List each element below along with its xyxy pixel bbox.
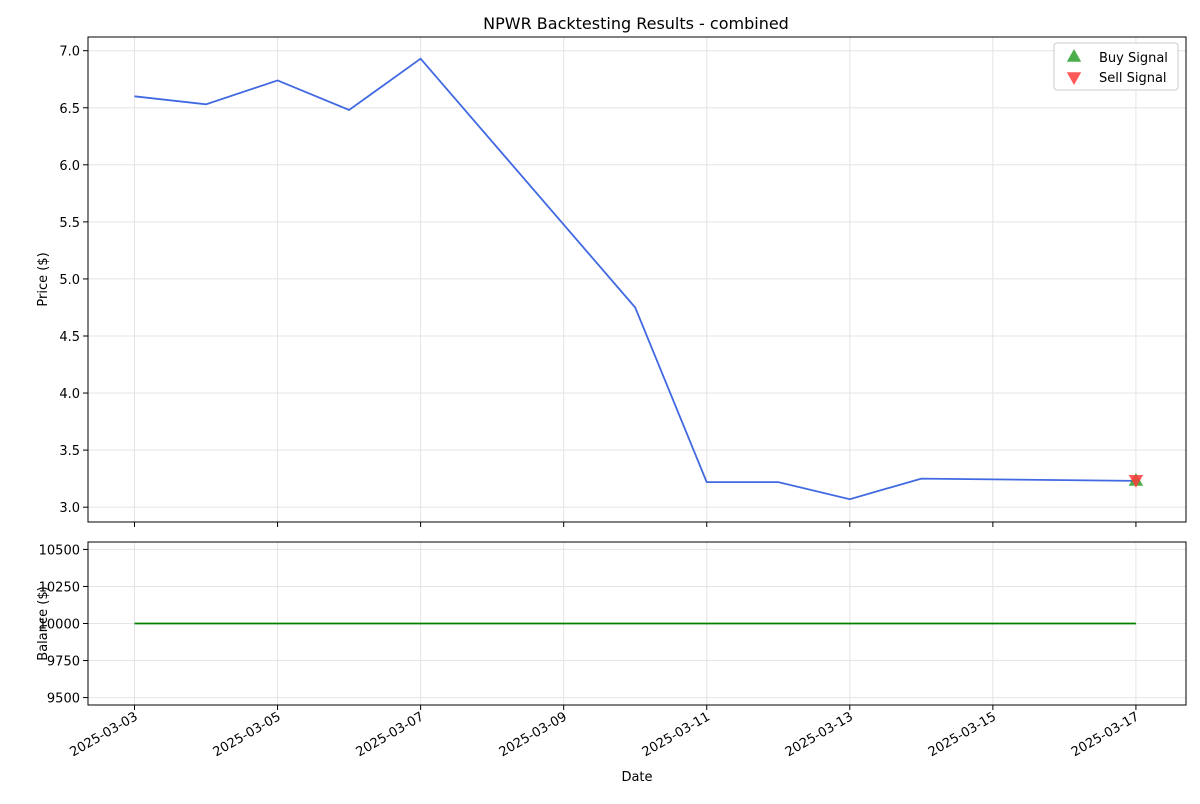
- price-ytick-label: 3.0: [59, 501, 80, 516]
- xtick-label: 2025-03-11: [640, 709, 713, 760]
- balance-ytick-label: 10000: [39, 618, 80, 633]
- price-axes-frame: [87, 36, 1187, 523]
- price-ytick-label: 5.0: [59, 273, 80, 288]
- price-ytick-label: 6.5: [59, 102, 80, 117]
- xtick-label: 2025-03-17: [1069, 709, 1142, 760]
- x-axis-label: Date: [621, 770, 652, 785]
- xtick-label: 2025-03-07: [354, 709, 427, 760]
- xtick-label: 2025-03-09: [497, 709, 570, 760]
- price-ytick-label: 3.5: [59, 444, 80, 459]
- xtick-label: 2025-03-05: [211, 709, 284, 760]
- legend-sell-marker: [1066, 72, 1082, 85]
- chart-title: NPWR Backtesting Results - combined: [483, 14, 789, 33]
- price-subplot: 3.0 3.5 4.0 4.5 5.0 5.5 6.0 6.5 7.0 Price ($) Buy …: [36, 36, 1187, 527]
- legend-buy-label: Buy Signal: [1099, 51, 1168, 66]
- price-series-line: [134, 57, 1136, 501]
- price-ytick-label: 6.0: [59, 159, 80, 174]
- balance-axes-frame: [87, 541, 1187, 706]
- balance-ytick-label: 9750: [47, 655, 80, 670]
- balance-ytick-label: 10250: [39, 580, 80, 595]
- price-ytick-label: 4.0: [59, 387, 80, 402]
- price-ytick-label: 7.0: [59, 45, 80, 60]
- xtick-label: 2025-03-03: [68, 709, 141, 760]
- price-ylabel: Price ($): [36, 252, 51, 306]
- sell-signal-marker: [1128, 474, 1144, 488]
- legend-box: [1053, 42, 1179, 91]
- xtick-label: 2025-03-15: [926, 709, 999, 760]
- price-ytick-label: 4.5: [59, 330, 80, 345]
- price-ytick-label: 5.5: [59, 216, 80, 231]
- balance-subplot: 9500 9750 10000 10250 10500 Balance ($) 2025-0…: [36, 541, 1187, 785]
- balance-ytick-label: 10500: [39, 543, 80, 558]
- balance-ytick-label: 9500: [47, 692, 80, 707]
- balance-ylabel: Balance ($): [36, 586, 51, 660]
- legend-buy-marker: [1066, 49, 1082, 62]
- xtick-label: 2025-03-13: [783, 709, 856, 760]
- legend-sell-label: Sell Signal: [1099, 71, 1167, 86]
